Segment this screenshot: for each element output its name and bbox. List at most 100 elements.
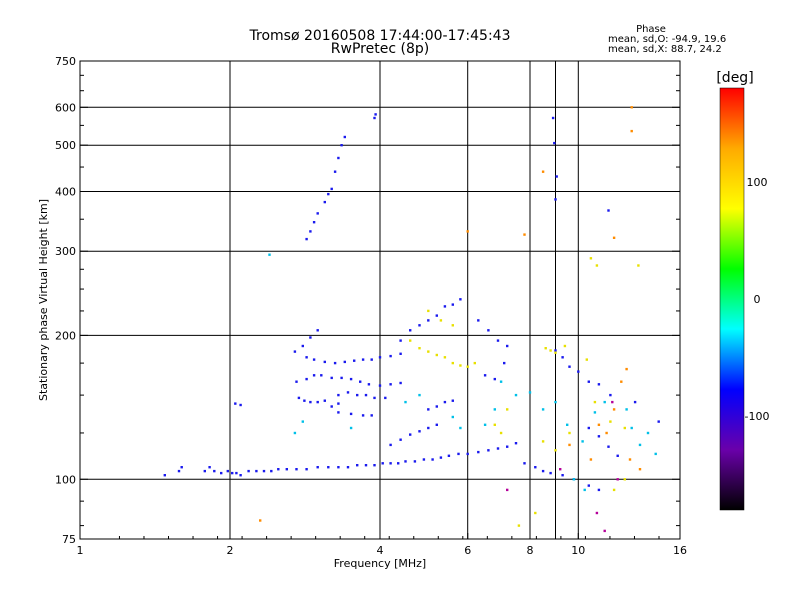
data-point (568, 431, 571, 435)
data-point (353, 359, 356, 362)
data-point (337, 411, 340, 414)
data-point (427, 408, 430, 411)
data-point (418, 347, 421, 350)
data-point (625, 408, 628, 411)
data-point (226, 469, 229, 473)
data-point (370, 358, 373, 361)
y-tick-label: 200 (55, 329, 76, 342)
y-tick-label: 75 (62, 533, 76, 546)
data-point (528, 391, 532, 394)
data-point (551, 116, 555, 120)
data-point (534, 466, 537, 469)
data-point (373, 116, 376, 120)
data-point (451, 399, 454, 402)
data-point (231, 471, 234, 475)
data-point (654, 452, 657, 456)
data-point (418, 393, 421, 397)
data-point (361, 358, 365, 361)
data-point (435, 405, 438, 408)
data-point (589, 257, 593, 260)
data-point (247, 469, 250, 473)
data-point (343, 360, 346, 364)
data-point (633, 400, 637, 404)
data-point (563, 344, 567, 348)
data-point (514, 393, 518, 397)
data-point (378, 384, 382, 387)
data-point (581, 440, 584, 443)
data-point (208, 466, 211, 469)
data-point (259, 519, 262, 522)
data-point (587, 484, 590, 487)
data-point (541, 469, 545, 473)
data-point (593, 400, 597, 404)
data-point (346, 391, 350, 394)
data-point (309, 336, 312, 339)
data-point (333, 170, 337, 173)
data-point (323, 399, 326, 402)
data-point (597, 488, 601, 492)
data-point (235, 471, 238, 475)
data-point (389, 462, 392, 465)
stats-heading: Phase (636, 24, 666, 35)
data-point (293, 350, 297, 353)
data-point (399, 381, 402, 385)
data-point (595, 264, 599, 267)
x-tick-label: 4 (377, 544, 384, 557)
data-point (409, 329, 412, 332)
data-point (595, 511, 599, 515)
stats-o-mode: mean, sd,O: -94.9, 19.6 (608, 34, 726, 45)
data-point (609, 420, 612, 423)
x-tick-label: 8 (527, 544, 534, 557)
colorbar-label: [deg] (716, 70, 753, 86)
data-point (409, 339, 412, 342)
data-point (374, 113, 377, 116)
data-point (609, 393, 612, 397)
data-point (270, 469, 273, 473)
data-point (451, 361, 454, 365)
data-point (625, 367, 628, 371)
data-point (493, 408, 496, 411)
data-point (506, 408, 509, 411)
data-point (389, 354, 392, 358)
data-point (330, 405, 333, 408)
data-point (607, 209, 610, 212)
data-point (554, 198, 557, 201)
data-point (399, 339, 402, 342)
data-point (638, 468, 642, 471)
data-point (630, 426, 633, 430)
data-point (487, 449, 490, 452)
data-point (561, 356, 564, 359)
data-point (473, 361, 476, 365)
grid-lines (80, 61, 681, 539)
x-tick-label: 16 (673, 544, 687, 557)
data-point (477, 450, 480, 454)
data-point (340, 144, 343, 147)
data-point (499, 431, 503, 435)
data-point (384, 396, 387, 400)
data-point (364, 464, 368, 467)
data-point (239, 474, 242, 477)
data-point (451, 324, 454, 327)
data-point (320, 374, 323, 377)
data-point (356, 464, 359, 467)
data-point (418, 430, 421, 433)
data-point (597, 435, 601, 438)
x-axis: 1 2 4 6 8 10 16 (77, 533, 687, 557)
data-point (333, 361, 337, 365)
data-point (305, 468, 308, 471)
data-point (607, 445, 610, 448)
data-point (255, 469, 258, 473)
data-point (409, 433, 412, 436)
data-point (323, 200, 326, 204)
data-point (163, 474, 166, 477)
colorbar-ticks: 100 0 -100 (745, 176, 770, 423)
data-point (611, 400, 614, 404)
data-point (561, 474, 564, 477)
chart-subtitle: RwPretec (8p) (331, 41, 429, 57)
y-axis: 75 100 200 300 400 500 600 750 (55, 55, 680, 546)
data-point (487, 329, 490, 332)
data-point (381, 462, 384, 465)
data-point (301, 344, 304, 348)
data-point (568, 443, 571, 447)
